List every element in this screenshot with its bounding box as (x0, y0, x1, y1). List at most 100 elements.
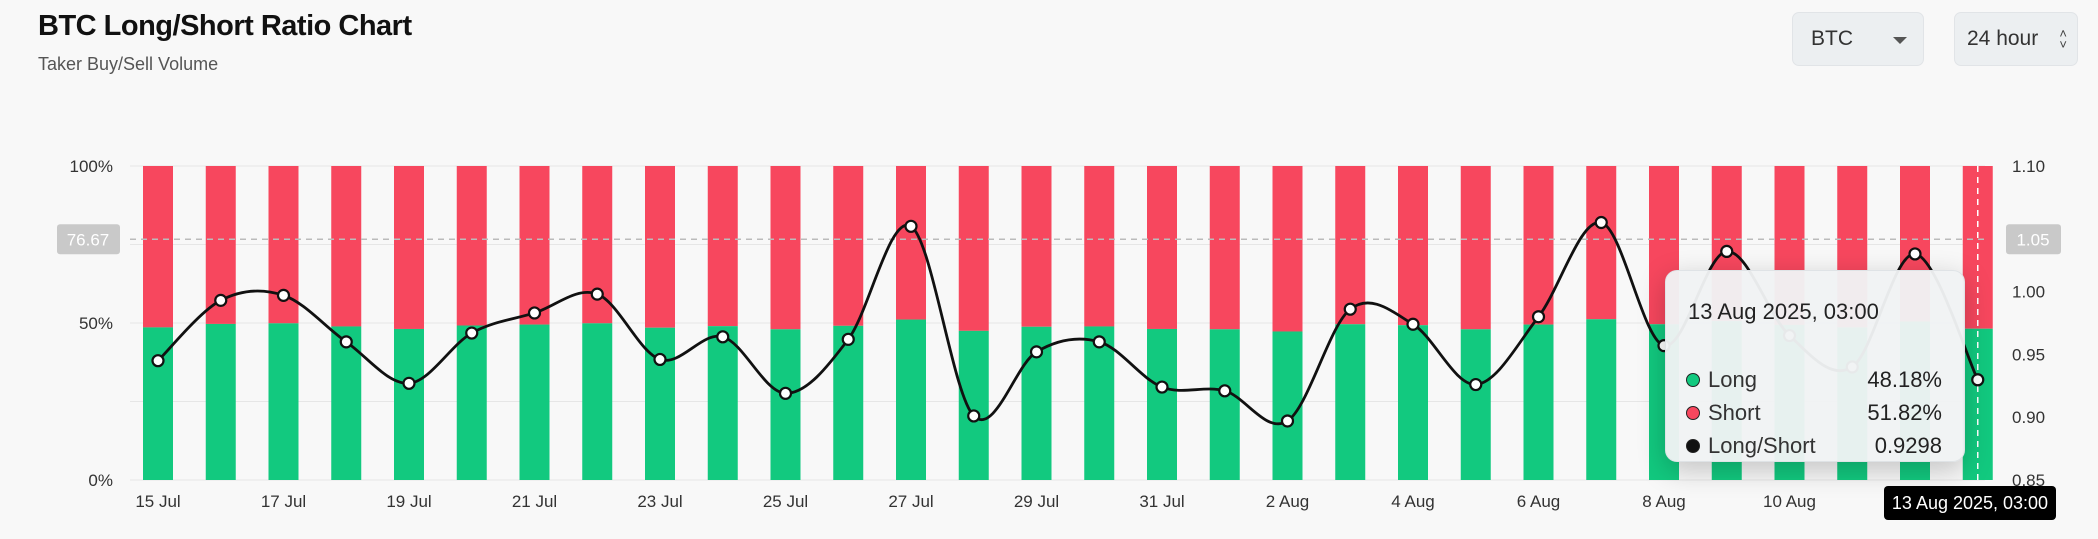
long-bar (770, 329, 801, 480)
updown-chevron-icon: ˄ ˅ (2059, 26, 2067, 52)
period-select[interactable]: 24 hour ˄ ˅ (1954, 12, 2078, 66)
tooltip-label: Long (1708, 367, 1757, 392)
crosshair-y-left-label: 76.67 (67, 230, 110, 249)
y-right-tick-label: 0.85 (2012, 471, 2045, 490)
short-bar (1209, 166, 1240, 330)
x-tick-label: 15 Jul (135, 492, 180, 511)
ratio-point (1531, 310, 1546, 324)
short-bar (1335, 166, 1366, 325)
y-left-tick-label: 100% (70, 157, 113, 176)
page-title: BTC Long/Short Ratio Chart (38, 10, 412, 42)
long-bar (1586, 319, 1617, 480)
tooltip-value: 0.9298 (1874, 433, 1942, 458)
short-bar (1586, 166, 1617, 320)
long-bar (1209, 329, 1240, 480)
tooltip-row-long: Long 48.18% (1686, 365, 1942, 395)
tooltip-label: Short (1708, 400, 1761, 425)
long-dot-icon (1686, 373, 1700, 387)
tooltip-value: 51.82% (1867, 400, 1942, 425)
long-bar (645, 327, 675, 480)
x-tick-label: 19 Jul (386, 492, 431, 511)
x-tick-label: 4 Aug (1391, 492, 1435, 511)
long-bar (205, 323, 236, 480)
chevron-down-icon (1893, 37, 1907, 44)
ratio-point (653, 352, 667, 367)
period-select-value: 24 hour (1967, 27, 2039, 50)
page-subtitle: Taker Buy/Sell Volume (38, 54, 219, 74)
long-bar (1272, 331, 1303, 480)
ratio-point (214, 293, 228, 307)
ratio-dot-icon (1686, 439, 1700, 453)
ratio-point (1971, 373, 1985, 387)
short-bar (833, 166, 864, 326)
short-bar (394, 166, 424, 329)
long-bar (394, 328, 424, 480)
ratio-point (1720, 244, 1734, 259)
short-bar (331, 166, 362, 327)
y-right-tick-label: 1.10 (2012, 157, 2045, 176)
long-bar (143, 327, 173, 480)
short-bar (1272, 166, 1303, 332)
short-bar (958, 166, 989, 331)
tooltip-row-short: Short 51.82% (1686, 398, 1942, 428)
ratio-point (716, 330, 730, 344)
y-left-tick-label: 50% (79, 314, 113, 333)
ratio-point (151, 354, 165, 368)
asset-select-value: BTC (1811, 27, 1853, 50)
tooltip-title: 13 Aug 2025, 03:00 (1688, 299, 1879, 324)
crosshair-y-right-badge (2006, 224, 2061, 255)
ratio-point (778, 386, 793, 400)
ratio-point (1908, 247, 1922, 261)
x-tick-label: 29 Jul (1014, 492, 1059, 511)
short-bar (1084, 166, 1115, 327)
ratio-point (1155, 380, 1169, 394)
ratio-point (527, 306, 542, 320)
short-bar (707, 166, 738, 327)
ratio-point (1343, 302, 1357, 316)
x-tick-label: 6 Aug (1517, 492, 1561, 511)
long-bar (1460, 329, 1491, 480)
ratio-point (967, 409, 981, 423)
x-tick-label: 21 Jul (512, 492, 557, 511)
tooltip-row-ratio: Long/Short 0.9298 (1686, 431, 1942, 461)
ratio-point (276, 288, 291, 302)
chart-axes: 0% 50% 100% 0.85 0.90 0.95 1.00 1.10 15 Jul 17 Ju… (70, 157, 2046, 511)
long-bar (1147, 328, 1177, 480)
ratio-point (465, 326, 479, 340)
short-bar (456, 166, 487, 326)
ratio-point (1280, 414, 1295, 428)
chart-crosshair: 76.67 1.05 (57, 166, 2061, 480)
ratio-point (1092, 335, 1106, 349)
ratio-point (1218, 384, 1232, 398)
short-bar (1021, 166, 1052, 327)
short-bar (1460, 166, 1491, 330)
long-bar (1335, 324, 1366, 480)
long-bar (1523, 324, 1554, 480)
x-tick-label: 23 Jul (637, 492, 682, 511)
ratio-point (1406, 317, 1420, 331)
long-bar (958, 330, 989, 480)
ratio-point (841, 332, 855, 346)
x-tick-label: 25 Jul (763, 492, 808, 511)
crosshair-y-right-label: 1.05 (2016, 230, 2049, 249)
crosshair-x-label: 13 Aug 2025, 03:00 (1884, 486, 2056, 520)
short-bar (1147, 166, 1177, 329)
x-tick-label: 17 Jul (261, 492, 306, 511)
asset-select[interactable]: BTC (1792, 12, 1924, 66)
x-tick-label: 27 Jul (888, 492, 933, 511)
short-bar (770, 166, 801, 330)
tooltip-label: Long/Short (1708, 433, 1816, 458)
ratio-point (904, 219, 918, 233)
chart-tooltip: 13 Aug 2025, 03:00 Long 48.18% Short 51.… (1665, 270, 1965, 462)
y-right-tick-label: 0.95 (2012, 345, 2045, 364)
short-bar (645, 166, 675, 328)
x-tick-label: 8 Aug (1642, 492, 1686, 511)
long-bar (456, 325, 487, 480)
x-tick-label: 10 Aug (1763, 492, 1816, 511)
long-bar (1398, 325, 1428, 480)
long-bar (707, 326, 738, 480)
y-left-tick-label: 0% (88, 471, 113, 490)
ratio-point (1469, 377, 1483, 392)
ratio-point (339, 335, 353, 349)
long-bar (582, 323, 613, 480)
